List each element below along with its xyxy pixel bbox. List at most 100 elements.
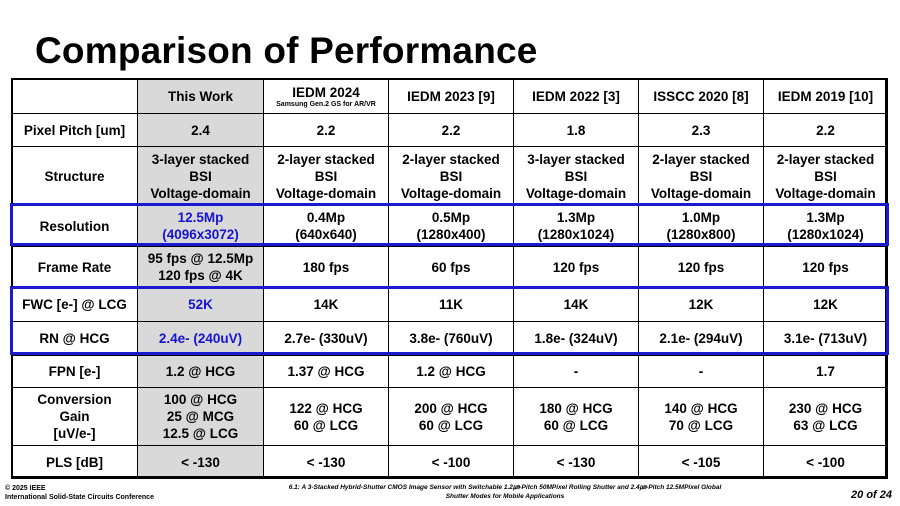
cell-line: Voltage-domain <box>150 185 251 201</box>
cell-line: [uV/e-] <box>53 426 96 441</box>
comparison-table: This Work IEDM 2024 Samsung Gen.2 GS for… <box>11 78 888 479</box>
cell-frame-rate-iedm-2023: 60 fps <box>388 246 514 288</box>
footer-paper-title-line: 6.1: A 3-Stacked Hybrid-Shutter CMOS Ima… <box>288 484 722 491</box>
cell-line: (1280x1024) <box>787 227 864 242</box>
table-row-pixel-pitch: Pixel Pitch [um] 2.4 2.2 2.2 1.8 2.3 2.2 <box>11 113 888 147</box>
cell-line: 230 @ HCG <box>788 400 863 416</box>
cell-line: (1280x1024) <box>537 227 615 242</box>
cell-pixel-pitch-iedm-2022: 1.8 <box>513 113 639 147</box>
table-row-rn: RN @ HCG 2.4e- (240uV) 2.7e- (330uV) 3.8… <box>11 321 888 356</box>
slide-title: Comparison of Performance <box>35 30 538 71</box>
cell-fwc-this-work: 52K <box>137 287 264 322</box>
cell-resolution-isscc-2020: 1.0Mp (1280x800) <box>638 205 764 247</box>
cell-pixel-pitch-iedm-2019: 2.2 <box>763 113 888 147</box>
cell-resolution-iedm-2024: 0.4Mp (640x640) <box>263 205 389 247</box>
cell-line: 1.0Mp <box>681 210 721 225</box>
footer-paper-title: 6.1: A 3-Stacked Hybrid-Shutter CMOS Ima… <box>240 484 770 501</box>
cell-line: Conversion <box>37 392 112 407</box>
cell-pls-iedm-2023: < -100 <box>388 445 514 479</box>
cell-line: 2-layer stacked <box>402 151 500 167</box>
cell-line: Voltage-domain <box>775 185 876 201</box>
cell-fpn-iedm-2024: 1.37 @ HCG <box>263 355 389 388</box>
row-label-pls: PLS [dB] <box>11 445 138 479</box>
row-label-fwc: FWC [e-] @ LCG <box>11 287 138 322</box>
cell-pls-iedm-2019: < -100 <box>763 445 888 479</box>
footer-copyright: © 2025 IEEE International Solid-State Ci… <box>5 485 154 502</box>
cell-line: 3-layer stacked <box>151 151 250 167</box>
table-row-resolution: Resolution 12.5Mp (4096x3072) 0.4Mp (640… <box>11 205 888 247</box>
cell-line: 200 @ HCG <box>414 400 488 416</box>
header-iedm-2023: IEDM 2023 [9] <box>388 78 514 114</box>
header-iedm-2019: IEDM 2019 [10] <box>763 78 888 114</box>
cell-line: 63 @ LCG <box>793 417 858 433</box>
cell-line: Voltage-domain <box>525 185 627 201</box>
cell-structure-iedm-2024: 2-layer stacked BSI Voltage-domain <box>263 146 389 206</box>
cell-line: Gain <box>59 409 90 424</box>
cell-pls-iedm-2024: < -130 <box>263 445 389 479</box>
cell-pixel-pitch-isscc-2020: 2.3 <box>638 113 764 147</box>
header-blank-cell <box>11 78 138 114</box>
cell-resolution-iedm-2019: 1.3Mp (1280x1024) <box>763 205 888 247</box>
cell-frame-rate-iedm-2024: 180 fps <box>263 246 389 288</box>
header-iedm-2022: IEDM 2022 [3] <box>513 78 639 114</box>
cell-rn-this-work: 2.4e- (240uV) <box>137 321 264 356</box>
header-this-work: This Work <box>137 78 264 114</box>
row-label-structure: Structure <box>11 146 138 206</box>
cell-line: 12.5 @ LCG <box>162 426 239 441</box>
cell-fpn-isscc-2020: - <box>638 355 764 388</box>
cell-line: 122 @ HCG <box>289 400 363 416</box>
cell-cg-iedm-2022: 180 @ HCG 60 @ LCG <box>513 387 639 446</box>
cell-line: 3-layer stacked <box>527 151 625 167</box>
cell-cg-iedm-2019: 230 @ HCG 63 @ LCG <box>763 387 888 446</box>
cell-cg-iedm-2023: 200 @ HCG 60 @ LCG <box>388 387 514 446</box>
row-label-rn: RN @ HCG <box>11 321 138 356</box>
cell-line: 2-layer stacked <box>652 151 750 167</box>
cell-pixel-pitch-this-work: 2.4 <box>137 113 264 147</box>
table-header-row: This Work IEDM 2024 Samsung Gen.2 GS for… <box>11 78 888 114</box>
cell-line: 1.3Mp <box>806 210 845 225</box>
cell-frame-rate-this-work: 95 fps @ 12.5Mp 120 fps @ 4K <box>137 246 264 288</box>
cell-line: BSI <box>189 168 212 184</box>
cell-frame-rate-isscc-2020: 120 fps <box>638 246 764 288</box>
header-iedm-2024-subtitle: Samsung Gen.2 GS for AR/VR <box>276 100 376 108</box>
table-row-structure: Structure 3-layer stacked BSI Voltage-do… <box>11 146 888 206</box>
cell-line: 95 fps @ 12.5Mp <box>147 251 254 266</box>
cell-pixel-pitch-iedm-2023: 2.2 <box>388 113 514 147</box>
cell-fpn-iedm-2022: - <box>513 355 639 388</box>
cell-fpn-iedm-2023: 1.2 @ HCG <box>388 355 514 388</box>
cell-structure-iedm-2022: 3-layer stacked BSI Voltage-domain <box>513 146 639 206</box>
cell-line: BSI <box>564 168 588 184</box>
cell-rn-iedm-2024: 2.7e- (330uV) <box>263 321 389 356</box>
row-label-fpn: FPN [e-] <box>11 355 138 388</box>
cell-structure-iedm-2023: 2-layer stacked BSI Voltage-domain <box>388 146 514 206</box>
cell-line: BSI <box>314 168 338 184</box>
table-row-fpn: FPN [e-] 1.2 @ HCG 1.37 @ HCG 1.2 @ HCG … <box>11 355 888 388</box>
cell-line: Voltage-domain <box>275 185 377 201</box>
cell-line: 2-layer stacked <box>776 151 875 167</box>
row-label-conversion-gain: Conversion Gain [uV/e-] <box>11 387 138 446</box>
table-row-fwc: FWC [e-] @ LCG 52K 14K 11K 14K 12K 12K <box>11 287 888 322</box>
cell-line: 60 @ LCG <box>543 417 609 433</box>
cell-line: (1280x400) <box>416 227 486 242</box>
cell-line: 120 fps @ 4K <box>158 268 243 283</box>
cell-rn-iedm-2022: 1.8e- (324uV) <box>513 321 639 356</box>
cell-line: 100 @ HCG <box>163 392 238 407</box>
cell-rn-iedm-2019: 3.1e- (713uV) <box>763 321 888 356</box>
cell-frame-rate-iedm-2022: 120 fps <box>513 246 639 288</box>
cell-fwc-iedm-2019: 12K <box>763 287 888 322</box>
cell-structure-this-work: 3-layer stacked BSI Voltage-domain <box>137 146 264 206</box>
table-row-frame-rate: Frame Rate 95 fps @ 12.5Mp 120 fps @ 4K … <box>11 246 888 288</box>
cell-line: BSI <box>689 168 713 184</box>
header-iedm-2024: IEDM 2024 Samsung Gen.2 GS for AR/VR <box>263 78 389 114</box>
cell-pls-this-work: < -130 <box>137 445 264 479</box>
cell-line: 0.4Mp <box>306 210 346 225</box>
cell-line: 12.5Mp <box>177 210 224 225</box>
cell-line: 180 @ HCG <box>539 400 613 416</box>
cell-line: 25 @ MCG <box>166 409 235 424</box>
row-label-resolution: Resolution <box>11 205 138 247</box>
header-iedm-2024-title: IEDM 2024 <box>292 84 360 100</box>
cell-pls-iedm-2022: < -130 <box>513 445 639 479</box>
cell-resolution-this-work: 12.5Mp (4096x3072) <box>137 205 264 247</box>
cell-line: 2-layer stacked <box>277 151 375 167</box>
cell-line: 140 @ HCG <box>664 400 738 416</box>
